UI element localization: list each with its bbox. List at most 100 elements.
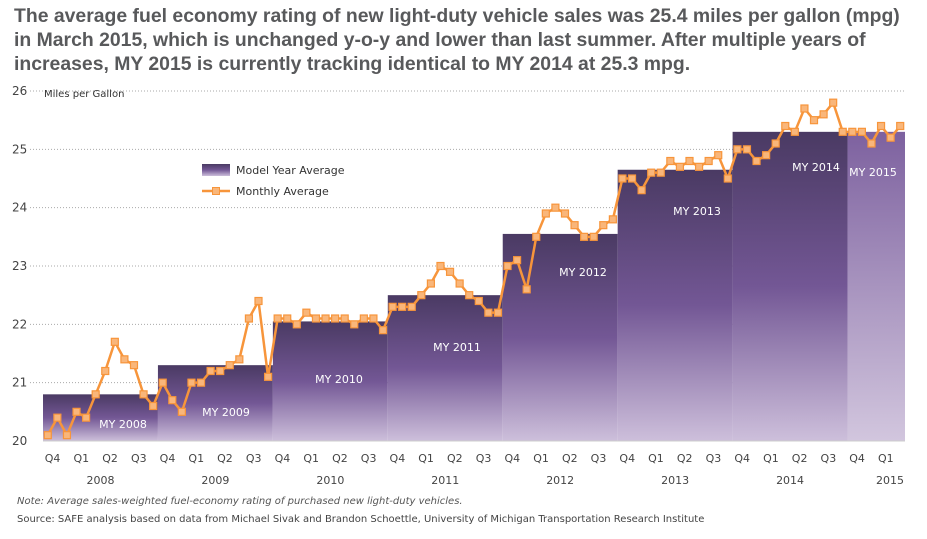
quarter-tick-label: Q4 [734, 452, 750, 465]
model-year-label: MY 2008 [99, 418, 147, 431]
legend-label: Model Year Average [236, 164, 345, 177]
quarter-tick-label: Q2 [677, 452, 693, 465]
monthly-point [675, 162, 685, 171]
monthly-point [771, 139, 780, 148]
legend-marker [212, 187, 220, 195]
monthly-point [292, 320, 301, 329]
quarter-tick-label: Q4 [275, 452, 291, 465]
model-year-bar [157, 365, 273, 441]
monthly-point [120, 355, 129, 364]
monthly-point [206, 366, 215, 376]
monthly-point [91, 390, 100, 399]
quarter-tick-label: Q2 [792, 452, 808, 465]
monthly-point [580, 232, 589, 241]
quarter-tick-label: Q1 [763, 452, 779, 465]
model-year-label: MY 2011 [433, 341, 481, 354]
monthly-point [666, 156, 675, 166]
y-tick-label: 23 [12, 259, 27, 273]
monthly-point [426, 279, 435, 288]
monthly-point [857, 127, 867, 136]
monthly-point [110, 337, 119, 346]
y-tick-label: 20 [12, 434, 27, 448]
monthly-point [886, 133, 895, 142]
quarter-tick-label: Q1 [418, 452, 434, 465]
monthly-point [43, 431, 52, 440]
monthly-point [608, 215, 617, 224]
quarter-tick-label: Q3 [821, 452, 837, 465]
monthly-point [168, 396, 177, 405]
quarter-tick-label: Q2 [447, 452, 463, 465]
monthly-point [800, 104, 809, 113]
monthly-point [388, 302, 397, 311]
monthly-point [752, 156, 761, 166]
year-label: 2010 [316, 474, 344, 487]
quarter-tick-label: Q2 [332, 452, 348, 465]
monthly-point [790, 127, 799, 136]
monthly-point [637, 186, 646, 195]
monthly-point [848, 127, 857, 136]
legend-label: Monthly Average [236, 185, 329, 198]
monthly-point [254, 296, 263, 306]
monthly-point [216, 366, 225, 376]
monthly-point [398, 302, 407, 311]
quarter-tick-label: Q4 [504, 452, 520, 465]
monthly-point [235, 355, 244, 364]
monthly-point [503, 261, 512, 271]
monthly-point [225, 361, 234, 370]
year-label: 2013 [661, 474, 689, 487]
chart-note: Note: Average sales-weighted fuel-econom… [17, 496, 463, 507]
model-year-label: MY 2013 [673, 205, 721, 218]
model-year-bar [847, 131, 905, 442]
monthly-point [694, 162, 704, 171]
chart: MY 2008 MY 2009 MY 2010 MY 2011 MY 2012 MY 20… [12, 84, 905, 487]
model-year-bar [732, 131, 848, 442]
monthly-point [493, 308, 503, 317]
year-label: 2009 [201, 474, 229, 487]
monthly-point [369, 314, 378, 323]
quarter-tick-label: Q3 [476, 452, 492, 465]
quarter-tick-label: Q3 [706, 452, 722, 465]
quarter-tick-label: Q4 [390, 452, 406, 465]
monthly-point [158, 378, 167, 387]
quarter-tick-label: Q1 [188, 452, 204, 465]
monthly-point [101, 366, 110, 376]
chart-title: The average fuel economy rating of new l… [14, 5, 900, 75]
model-year-label: MY 2012 [559, 266, 607, 279]
legend-swatch-model-year [202, 164, 230, 176]
y-tick-label: 22 [12, 317, 27, 331]
model-year-bar [272, 321, 388, 441]
monthly-point [53, 413, 62, 422]
model-year-label: MY 2014 [792, 161, 840, 174]
monthly-point [436, 261, 445, 271]
monthly-point [244, 314, 254, 323]
monthly-point [359, 314, 368, 323]
quarter-tick-label: Q4 [619, 452, 635, 465]
monthly-point [762, 151, 771, 160]
monthly-point [149, 401, 158, 411]
year-label: 2008 [86, 474, 114, 487]
monthly-point [809, 116, 819, 125]
chart-source: Source: SAFE analysis based on data from… [17, 514, 705, 525]
monthly-point [72, 407, 81, 416]
y-axis-label: Miles per Gallon [44, 89, 124, 100]
quarter-tick-label: Q1 [648, 452, 664, 465]
model-year-bar [617, 169, 733, 441]
monthly-point [733, 145, 742, 154]
monthly-point [196, 378, 206, 387]
monthly-point [551, 203, 560, 212]
monthly-point [829, 98, 838, 107]
monthly-point [647, 168, 656, 177]
monthly-point [139, 390, 148, 399]
model-year-bar [387, 295, 503, 441]
model-year-label: MY 2015 [849, 166, 897, 179]
monthly-point [263, 372, 273, 381]
monthly-point [484, 308, 493, 317]
monthly-point [742, 145, 752, 154]
quarter-tick-label: Q3 [246, 452, 262, 465]
monthly-point [599, 221, 608, 230]
monthly-point [407, 302, 416, 311]
monthly-point [465, 291, 474, 300]
monthly-point [570, 221, 579, 230]
year-label: 2011 [431, 474, 459, 487]
quarter-tick-label: Q3 [591, 452, 607, 465]
